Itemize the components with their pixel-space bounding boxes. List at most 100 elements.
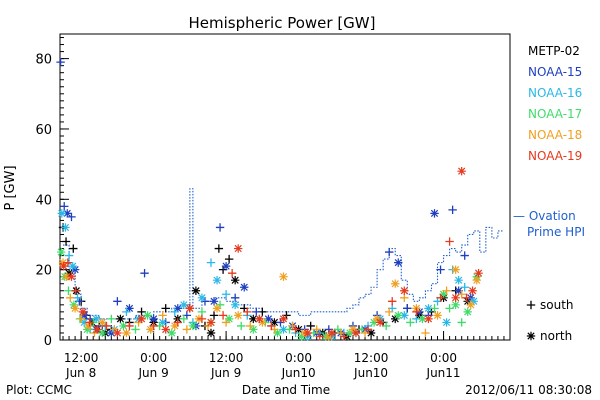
south-point [252,307,261,317]
south-point [315,332,324,341]
y-tick-label: 40 [35,193,52,208]
north-point [57,209,67,218]
north-point [92,314,101,324]
south-point [430,304,439,313]
south-point [237,321,246,331]
south-point [149,321,158,331]
north-point [474,268,483,278]
south-point [69,244,78,253]
south-point [197,314,207,324]
plot-frame [59,33,511,341]
north-point [84,321,93,331]
north-point [79,318,89,327]
north-point [324,332,333,341]
north-point [206,318,216,327]
south-point [243,307,252,317]
north-point [433,311,442,320]
x-tick-date: Jun10 [353,366,388,380]
north-point [69,300,79,310]
plot-timestamp: 2012/06/11 08:30:08 [465,383,592,397]
south-point [63,258,73,267]
north-point [98,328,107,338]
x-tick-date: Jun11 [426,366,461,380]
south-point [436,293,445,302]
x-tick-time: 12:00 [209,351,244,365]
north-point [454,276,463,285]
north-point [125,304,134,313]
north-point [418,314,427,324]
south-point [457,290,466,299]
y-tick-label: 0 [44,334,52,349]
south-point [215,223,225,232]
north-point [82,325,92,334]
north-point [57,247,66,257]
north-point [233,311,243,320]
y-tick-label: 80 [35,53,52,68]
north-point [366,328,376,338]
south-point [460,283,469,292]
north-point [273,328,282,338]
north-point [424,304,433,313]
north-point [369,318,379,327]
north-point [67,272,76,281]
south-point [230,293,240,302]
north-point [372,314,382,324]
south-point [182,325,192,334]
north-point [468,286,477,295]
north-point [394,311,403,320]
north-point [255,314,264,324]
legend-marker-north: north [526,329,572,343]
north-point [64,268,74,278]
north-point [400,311,409,320]
north-point [70,304,80,313]
north-point [454,286,463,295]
legend-ovation-label-2: Prime HPI [527,225,585,239]
north-point [391,314,400,324]
north-point [345,328,355,338]
north-point [79,311,89,320]
south-point [445,237,454,246]
north-point [98,318,107,327]
x-tick-date: Jun10 [281,366,316,380]
south-point [66,293,75,302]
north-point [58,258,68,267]
north-point [62,272,71,281]
legend: METP-02 NOAA-15 NOAA-16 NOAA-17 NOAA-18 NOAA-… [513,44,585,343]
ovation-step-line [63,188,504,320]
north-point [249,314,258,324]
south-point [388,297,397,306]
north-point [93,325,102,334]
south-point [306,321,315,331]
north-point [107,328,116,338]
y-axis: 0 20 40 60 80 [35,37,69,349]
legend-marker-label: north [540,329,572,343]
legend-series-label: NOAA-19 [528,149,582,163]
south-point [267,321,276,331]
north-point [233,244,243,253]
south-point [406,318,415,327]
south-point [158,311,167,320]
north-point [197,293,207,302]
series-noaa-18 [58,258,481,341]
legend-marker-south: south [526,298,574,312]
x-tick-time: 12:00 [354,351,389,365]
north-point [188,321,198,331]
south-point [122,307,131,317]
chart-title: Hemispheric Power [GW] [189,14,376,32]
x-axis-label: Date and Time [242,383,330,397]
y-axis-label: P [GW] [3,165,18,210]
north-point [143,311,152,320]
north-point [212,304,222,313]
north-point [472,276,481,285]
north-point [400,286,409,295]
north-point [457,166,466,176]
x-tick-time: 0:00 [430,351,457,365]
north-point [191,286,201,295]
south-point [291,325,300,334]
south-point [56,57,65,67]
south-point [412,307,421,317]
south-point [113,297,122,306]
north-point [375,318,385,327]
north-point [149,314,158,324]
